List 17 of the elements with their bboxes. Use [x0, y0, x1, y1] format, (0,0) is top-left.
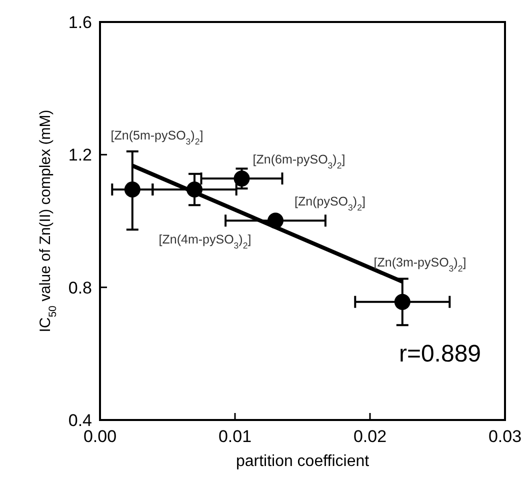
annotation: [Zn(pySO$_{3}$)$_{2}$]: [294, 194, 366, 212]
y-tick-label: 1.6: [68, 12, 92, 32]
y-tick-label: 1.2: [68, 146, 92, 165]
y-tick-label: 0.4: [68, 410, 92, 430]
x-tick-label: 0.01: [218, 427, 252, 446]
x-tick-label: 0.00: [83, 427, 117, 446]
y-tick-label: 0.8: [68, 278, 92, 298]
annotation: [Zn(4m-pySO$_{3}$)$_{2}$]: [158, 232, 252, 250]
annotation: [Zn(5m-pySO$_{3}$)$_{2}$]: [110, 128, 204, 146]
x-tick-label: 0.02: [353, 427, 387, 446]
x-axis-title: partition coefficient: [236, 453, 370, 470]
x-tick-label: 0.03: [488, 427, 522, 446]
point: [394, 294, 410, 310]
annotation: r=0.889: [398, 340, 482, 368]
annotation: [Zn(3m-pySO$_{3}$)$_{2}$]: [374, 255, 466, 274]
point: [124, 181, 140, 198]
annotation: [Zn(6m-pySO$_{3}$)$_{2}$]: [252, 152, 346, 170]
